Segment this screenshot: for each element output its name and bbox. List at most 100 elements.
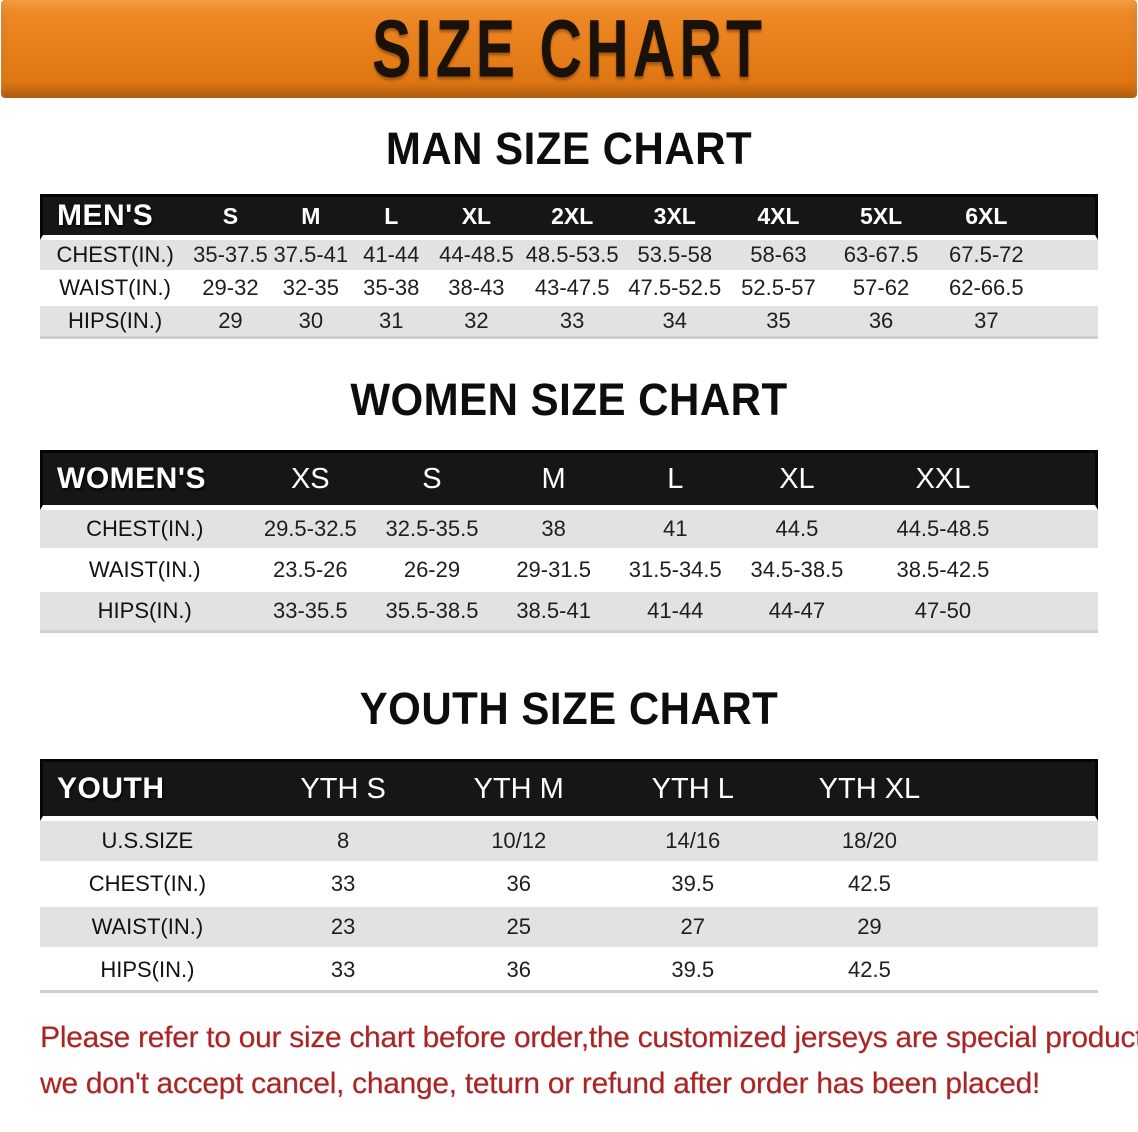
row-label: CHEST(IN.) [40, 510, 250, 551]
size-value-cell: 37.5-41 [270, 240, 352, 273]
size-value-cell: 42.5 [779, 950, 960, 993]
column-header: XS [249, 450, 372, 510]
size-value-cell: 38-43 [431, 273, 522, 306]
size-value-cell: 62-66.5 [931, 273, 1041, 306]
filler-cell [1028, 551, 1098, 592]
size-value-cell: 29.5-32.5 [249, 510, 372, 551]
size-value-cell: 41-44 [614, 592, 737, 633]
table-row: U.S.SIZE 8 10/12 14/16 18/20 [40, 821, 1098, 864]
size-value-cell: 52.5-57 [726, 273, 831, 306]
section-title-women-size-chart: WOMEN SIZE CHART [350, 374, 788, 425]
row-label: CHEST(IN.) [40, 864, 255, 907]
table-corner-label: MEN'S [40, 194, 191, 240]
size-table-man-size-chart: MEN'S S M L XL 2XL 3XL 4XL 5XL 6XL CHEST(IN.) 35-37… [40, 194, 1098, 339]
size-value-cell: 23.5-26 [249, 551, 372, 592]
table-head: YOUTH YTH S YTH M YTH L YTH XL [40, 759, 1098, 821]
size-value-cell: 30 [270, 306, 352, 339]
column-header: 6XL [931, 194, 1041, 240]
table-row: CHEST(IN.) 29.5-32.5 32.5-35.5 38 41 44.5 44.5… [40, 510, 1098, 551]
size-value-cell: 41 [614, 510, 737, 551]
size-value-cell: 57-62 [830, 273, 932, 306]
filler-cell [959, 821, 1098, 864]
column-header: 4XL [726, 194, 831, 240]
size-value-cell: 39.5 [606, 950, 780, 993]
size-value-cell: 23 [254, 907, 432, 950]
column-header: XL [431, 194, 522, 240]
table-body: CHEST(IN.) 29.5-32.5 32.5-35.5 38 41 44.5 44.5… [40, 510, 1098, 633]
size-value-cell: 63-67.5 [830, 240, 932, 273]
size-value-cell: 47.5-52.5 [622, 273, 727, 306]
table-corner-label: WOMEN'S [40, 450, 250, 510]
row-label: HIPS(IN.) [40, 306, 191, 339]
table-header-row: MEN'S S M L XL 2XL 3XL 4XL 5XL 6XL [40, 194, 1098, 240]
table-row: HIPS(IN.) 33-35.5 35.5-38.5 38.5-41 41-44 44-… [40, 592, 1098, 633]
size-value-cell: 43-47.5 [521, 273, 623, 306]
size-value-cell: 44.5 [736, 510, 858, 551]
size-value-cell: 34 [622, 306, 727, 339]
column-header: S [190, 194, 271, 240]
table-row: HIPS(IN.) 29 30 31 32 33 34 35 36 37 [40, 306, 1098, 339]
column-header: XL [736, 450, 858, 510]
column-header: 2XL [521, 194, 623, 240]
column-header: YTH L [606, 759, 780, 821]
size-value-cell: 38.5-41 [492, 592, 615, 633]
size-value-cell: 26-29 [371, 551, 493, 592]
row-label: U.S.SIZE [40, 821, 255, 864]
size-value-cell: 35-37.5 [190, 240, 271, 273]
row-label: WAIST(IN.) [40, 551, 250, 592]
table-corner-label: YOUTH [40, 759, 255, 821]
column-header: L [351, 194, 432, 240]
filler-cell [1040, 273, 1098, 306]
row-label: HIPS(IN.) [40, 950, 255, 993]
size-value-cell: 32-35 [270, 273, 352, 306]
size-value-cell: 31 [351, 306, 432, 339]
size-value-cell: 35.5-38.5 [371, 592, 493, 633]
row-label: WAIST(IN.) [40, 273, 191, 306]
size-value-cell: 35-38 [351, 273, 432, 306]
column-header: YTH M [431, 759, 606, 821]
column-header: M [270, 194, 352, 240]
table-head: WOMEN'S XS S M L XL XXL [40, 450, 1098, 510]
column-header: M [492, 450, 615, 510]
filler-cell [959, 864, 1098, 907]
filler-cell [959, 950, 1098, 993]
size-chart-page: SIZE CHART MAN SIZE CHART MEN'S S M L XL 2XL 3X… [0, 0, 1138, 1100]
size-value-cell: 33-35.5 [249, 592, 372, 633]
section-title-youth-size-chart: YOUTH SIZE CHART [359, 683, 779, 734]
chart-sections: MAN SIZE CHART MEN'S S M L XL 2XL 3XL 4XL 5XL 6XL C… [0, 123, 1138, 993]
size-value-cell: 58-63 [726, 240, 831, 273]
row-label: CHEST(IN.) [40, 240, 191, 273]
section-women-size-chart: WOMEN SIZE CHART WOMEN'S XS S M L XL XXL CHEST(I… [0, 374, 1138, 633]
column-header: XXL [857, 450, 1029, 510]
size-value-cell: 14/16 [606, 821, 780, 864]
notice-line-1: Please refer to our size chart before or… [40, 1021, 1138, 1054]
banner: SIZE CHART [1, 0, 1137, 98]
filler-cell [1028, 510, 1098, 551]
size-value-cell: 33 [254, 864, 432, 907]
table-body: CHEST(IN.) 35-37.5 37.5-41 41-44 44-48.5 48.5… [40, 240, 1098, 339]
column-header: YTH S [254, 759, 432, 821]
size-value-cell: 44-47 [736, 592, 858, 633]
table-row: CHEST(IN.) 35-37.5 37.5-41 41-44 44-48.5 48.5… [40, 240, 1098, 273]
table-row: WAIST(IN.) 29-32 32-35 35-38 38-43 43-47.5 47.… [40, 273, 1098, 306]
table-header-row: WOMEN'S XS S M L XL XXL [40, 450, 1098, 510]
size-value-cell: 32 [431, 306, 522, 339]
section-title-man-size-chart: MAN SIZE CHART [385, 123, 753, 174]
size-value-cell: 36 [431, 864, 606, 907]
filler-cell [1040, 194, 1098, 240]
filler-cell [959, 907, 1098, 950]
size-value-cell: 36 [830, 306, 932, 339]
column-header: 3XL [622, 194, 727, 240]
filler-cell [1040, 306, 1098, 339]
size-value-cell: 29 [779, 907, 960, 950]
size-value-cell: 32.5-35.5 [371, 510, 493, 551]
size-value-cell: 10/12 [431, 821, 606, 864]
size-value-cell: 37 [931, 306, 1041, 339]
table-body: U.S.SIZE 8 10/12 14/16 18/20 CHEST(IN.) 33 36 39… [40, 821, 1098, 993]
filler-cell [959, 759, 1098, 821]
size-value-cell: 48.5-53.5 [521, 240, 623, 273]
table-header-row: YOUTH YTH S YTH M YTH L YTH XL [40, 759, 1098, 821]
section-youth-size-chart: YOUTH SIZE CHART YOUTH YTH S YTH M YTH L YTH … [0, 683, 1138, 993]
size-table-youth-size-chart: YOUTH YTH S YTH M YTH L YTH XL U.S.SIZE 8 10/12… [40, 759, 1098, 993]
size-value-cell: 29 [190, 306, 271, 339]
